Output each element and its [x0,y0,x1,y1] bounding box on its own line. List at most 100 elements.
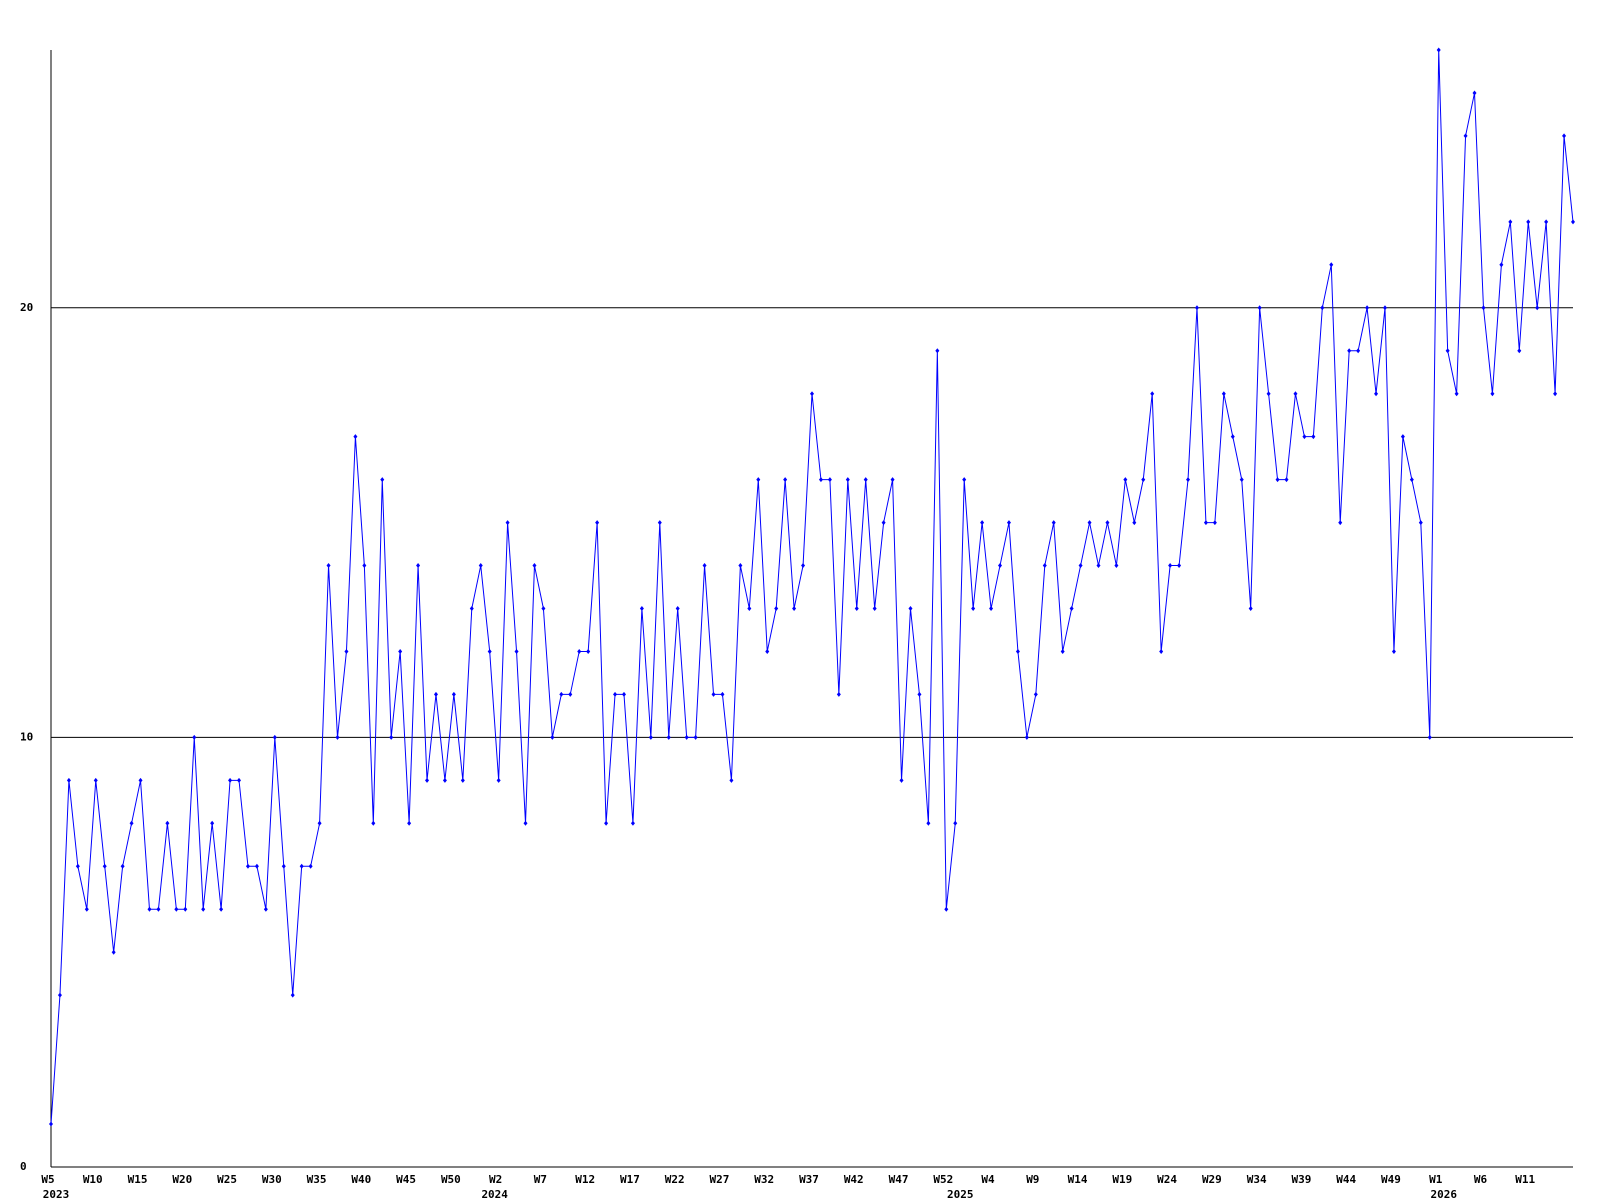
data-point [586,648,591,654]
data-point [711,691,716,697]
data-point [613,691,618,697]
x-tick-label: W6 [1474,1173,1488,1186]
data-point [765,648,770,654]
data-point [496,777,501,783]
x-tick-label: W40 [351,1173,371,1186]
data-point [863,477,868,483]
data-point [1105,520,1110,526]
data-point [416,563,421,569]
data-point [595,520,600,526]
data-point [120,863,125,869]
data-point [1221,391,1226,397]
data-point [1445,348,1450,354]
data-point [818,477,823,483]
data-point [756,477,761,483]
data-point [1320,305,1325,311]
data-point [1338,520,1343,526]
data-point [1329,262,1334,268]
data-point [1562,133,1567,139]
data-point [326,563,331,569]
data-point [621,691,626,697]
data-point [1418,520,1423,526]
data-point [980,520,985,526]
data-point [380,477,385,483]
data-point [1060,648,1065,654]
data-point [201,906,206,912]
data-point [219,906,224,912]
data-point [389,734,394,740]
data-point [675,606,680,611]
x-tick-label: W5 [41,1173,54,1186]
x-tick-label: W4 [981,1173,995,1186]
x-tick-label: W22 [665,1173,685,1186]
data-point [433,691,438,697]
data-point [425,777,430,783]
data-point [532,563,537,569]
data-point [1087,520,1092,526]
x-tick-label: W7 [534,1173,547,1186]
data-point [1553,391,1558,397]
data-point [1409,477,1414,483]
data-point [165,820,170,826]
data-point [398,648,403,654]
data-point [899,777,904,783]
data-point [577,648,582,654]
x-tick-label: W50 [441,1173,461,1186]
data-point [1033,691,1038,697]
x-tick-label: W45 [396,1173,416,1186]
x-tick-label: W29 [1202,1173,1222,1186]
data-point [1203,520,1208,526]
data-point [872,606,877,611]
data-point [299,863,304,869]
x-tick-label: W49 [1381,1173,1401,1186]
y-tick-label: 20 [20,301,33,314]
data-point [362,563,367,569]
year-label: 2024 [481,1188,508,1200]
data-point [1436,47,1441,53]
data-point [657,520,662,526]
data-point [1078,563,1083,569]
data-point [254,863,259,869]
x-tick-label: W24 [1157,1173,1177,1186]
y-tick-label: 0 [20,1160,27,1173]
x-tick-label: W12 [575,1173,595,1186]
data-point [93,777,98,783]
data-point [237,777,242,783]
data-point [1535,305,1540,311]
data-point [1194,305,1199,311]
data-point [890,477,895,483]
data-point [290,992,295,998]
data-point [738,563,743,569]
data-point [1141,477,1146,483]
data-point [774,606,779,611]
data-point [451,691,456,697]
year-label: 2025 [947,1188,974,1200]
data-point [353,434,358,440]
data-point [1302,434,1307,440]
data-point [747,606,752,611]
data-point [1096,563,1101,569]
data-point [183,906,188,912]
data-point [917,691,922,697]
data-point [317,820,322,826]
data-point [66,777,71,783]
data-point [514,648,519,654]
data-point [1024,734,1029,740]
data-point [156,906,161,912]
data-point [138,777,143,783]
x-tick-label: W30 [262,1173,282,1186]
data-point [469,606,474,611]
data-point [908,606,913,611]
data-point [1508,219,1513,225]
data-point [1365,305,1370,311]
x-tick-label: W42 [844,1173,864,1186]
data-point [1463,133,1468,139]
data-point [1526,219,1531,225]
data-point [478,563,483,569]
data-point [1275,477,1280,483]
data-point [1374,391,1379,397]
x-tick-label: W17 [620,1173,640,1186]
data-point [783,477,788,483]
data-point [1123,477,1128,483]
